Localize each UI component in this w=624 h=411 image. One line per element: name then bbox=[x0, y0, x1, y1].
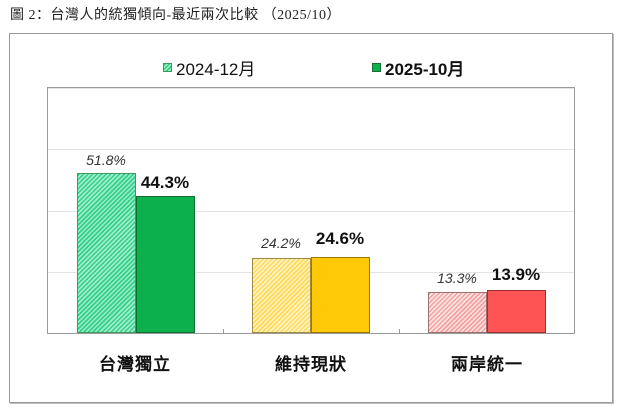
bar-status-quo-2025-10 bbox=[311, 257, 370, 333]
category-label-independence: 台灣獨立 bbox=[99, 355, 171, 374]
bar-status-quo-2024-12 bbox=[252, 258, 311, 333]
bar-unification-2025-10 bbox=[487, 290, 546, 333]
legend-label: 2024-12月 bbox=[176, 60, 256, 79]
bar-independence-2025-10 bbox=[136, 196, 195, 333]
category-tick bbox=[223, 329, 224, 334]
category-tick bbox=[399, 329, 400, 334]
gridline-80 bbox=[48, 88, 574, 89]
figure-title: 圖 2：台灣人的統獨傾向-最近兩次比較 （2025/10） bbox=[10, 8, 342, 23]
bar-independence-2024-12 bbox=[77, 173, 136, 333]
hatched-green-swatch-icon bbox=[163, 63, 172, 72]
solid-green-swatch-icon bbox=[372, 63, 381, 72]
category-label-status-quo: 維持現狀 bbox=[275, 355, 347, 374]
plot-area bbox=[47, 87, 575, 334]
value-label-unification-2024-12: 13.3% bbox=[437, 270, 477, 286]
value-label-unification-2025-10: 13.9% bbox=[491, 265, 541, 284]
value-label-status-quo-2024-12: 24.2% bbox=[261, 235, 301, 251]
legend-item-2024-12: 2024-12月 bbox=[163, 55, 255, 80]
gridline-40 bbox=[48, 211, 574, 212]
legend-label: 2025-10月 bbox=[385, 60, 465, 79]
value-label-independence-2024-12: 51.8% bbox=[86, 152, 126, 168]
bar-unification-2024-12 bbox=[428, 292, 487, 333]
legend: 2024-12月 2025-10月 bbox=[0, 55, 624, 79]
value-label-independence-2025-10: 44.3% bbox=[140, 173, 190, 192]
legend-item-2025-10: 2025-10月 bbox=[372, 55, 464, 80]
gridline-60 bbox=[48, 149, 574, 150]
category-label-unification: 兩岸統一 bbox=[451, 355, 523, 374]
value-label-status-quo-2025-10: 24.6% bbox=[315, 229, 365, 248]
